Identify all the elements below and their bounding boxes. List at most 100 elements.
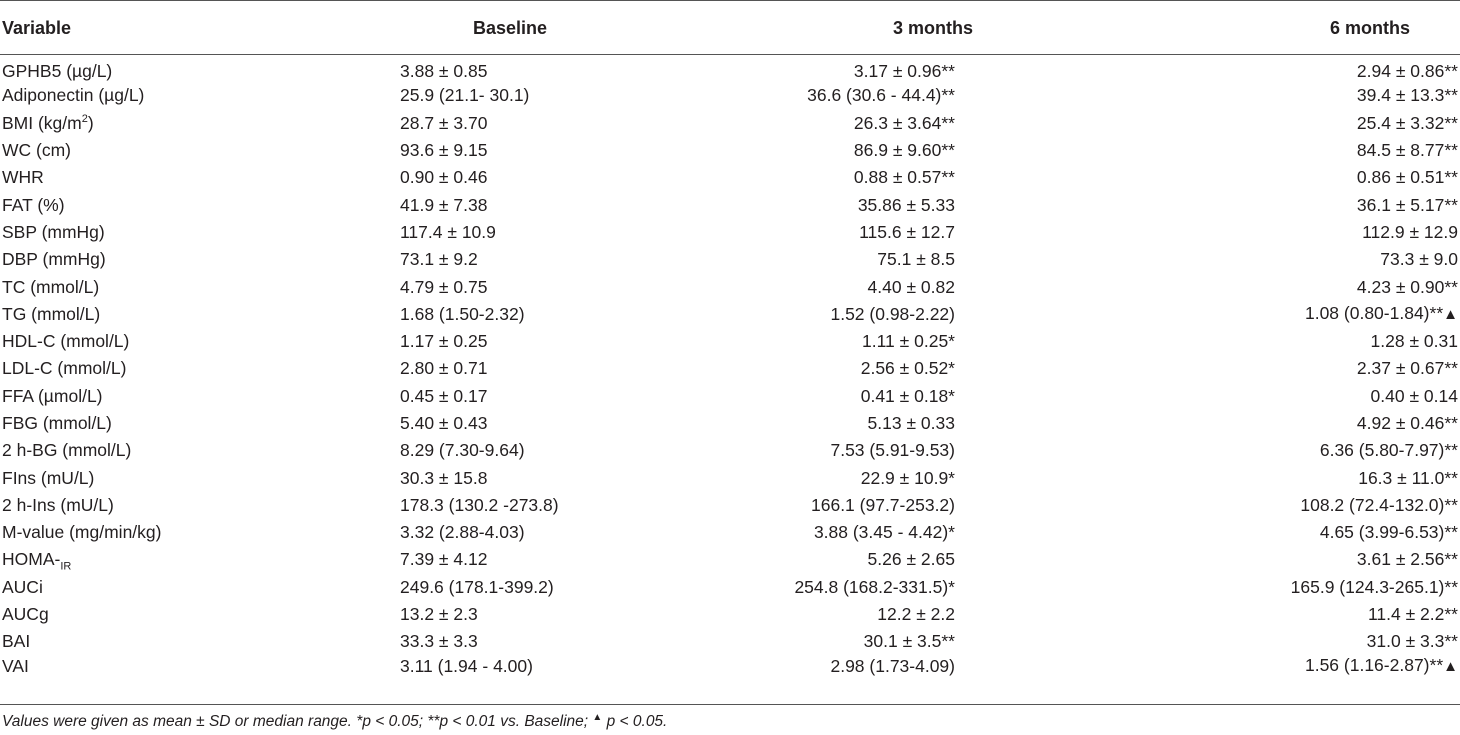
cell-baseline: 1.17 ± 0.25 [400, 331, 488, 352]
cell-baseline: 0.90 ± 0.46 [400, 167, 488, 188]
table-row: FFA (µmol/L) 0.45 ± 0.17 0.41 ± 0.18* 0.40 … [0, 382, 1460, 409]
table-row: M-value (mg/min/kg) 3.32 (2.88-4.03) 3.88 … [0, 519, 1460, 546]
cell-variable: SBP (mmHg) [0, 218, 400, 245]
cell-six-months: 84.5 ± 8.77** [1050, 136, 1460, 163]
cell-three-months: 254.8 (168.2-331.5)* [794, 576, 955, 597]
cell-six-months: 39.4 ± 13.3** [1050, 82, 1460, 109]
cell-baseline: 0.45 ± 0.17 [400, 385, 488, 406]
variable-label: AUCi [2, 576, 43, 597]
table-row: HDL-C (mmol/L) 1.17 ± 0.25 1.11 ± 0.25* 1.2… [0, 327, 1460, 354]
cell-baseline: 3.88 ± 0.85 [400, 61, 488, 82]
cell-six-months: 4.23 ± 0.90** [1050, 273, 1460, 300]
cell-three-months: 4.40 ± 0.82 [867, 276, 955, 297]
results-table: Variable Baseline 3 months 6 months GPHB… [0, 0, 1460, 684]
table-body: GPHB5 (µg/L) 3.88 ± 0.85 3.17 ± 0.96** 2.94… [0, 55, 1460, 684]
table-row: HOMA-IR 7.39 ± 4.12 5.26 ± 2.65 3.61 ± 2.56… [0, 546, 1460, 573]
six-months-value: 39.4 ± 13.3** [1356, 85, 1458, 106]
cell-variable: FAT (%) [0, 191, 400, 218]
six-months-value: 6.36 (5.80-7.97)** [1319, 440, 1458, 461]
cell-three-months: 2.98 (1.73-4.09) [830, 656, 955, 677]
six-months-value: 0.86 ± 0.51** [1356, 167, 1458, 188]
cell-variable: VAI [0, 655, 400, 683]
variable-label: FFA (µmol/L) [2, 385, 103, 406]
cell-three-months: 86.9 ± 9.60** [853, 140, 955, 161]
cell-variable: HDL-C (mmol/L) [0, 327, 400, 354]
cell-baseline: 3.32 (2.88-4.03) [400, 522, 525, 543]
cell-variable: HOMA-IR [0, 546, 400, 573]
cell-baseline: 117.4 ± 10.9 [400, 221, 496, 242]
cell-three-months: 22.9 ± 10.9* [860, 467, 955, 488]
six-months-value: 165.9 (124.3-265.1)** [1290, 576, 1458, 597]
cell-baseline: 25.9 (21.1- 30.1) [400, 85, 530, 106]
six-months-value: 36.1 ± 5.17** [1356, 194, 1458, 215]
six-months-value: 4.92 ± 0.46** [1356, 413, 1458, 433]
cell-baseline: 178.3 (130.2 -273.8) [400, 494, 559, 515]
cell-six-months: 1.28 ± 0.31 [1050, 327, 1460, 354]
table-row: FBG (mmol/L) 5.40 ± 0.43 5.13 ± 0.33 4.92 ±… [0, 409, 1460, 436]
variable-label: TC (mmol/L) [2, 276, 100, 297]
six-months-value: 1.28 ± 0.31 [1370, 331, 1458, 352]
cell-three-months: 5.13 ± 0.33 [867, 413, 955, 433]
six-months-value: 112.9 ± 12.9 [1362, 221, 1458, 242]
variable-label: FBG (mmol/L) [2, 413, 112, 433]
six-months-value: 0.40 ± 0.14 [1370, 385, 1458, 406]
cell-variable: LDL-C (mmol/L) [0, 355, 400, 382]
six-months-value: 84.5 ± 8.77** [1356, 140, 1458, 161]
cell-baseline: 93.6 ± 9.15 [400, 140, 488, 161]
cell-six-months: 6.36 (5.80-7.97)** [1050, 437, 1460, 464]
cell-three-months: 26.3 ± 3.64** [853, 112, 955, 133]
table-row: GPHB5 (µg/L) 3.88 ± 0.85 3.17 ± 0.96** 2.94… [0, 55, 1460, 82]
variable-label: AUCg [2, 604, 49, 625]
cell-variable: GPHB5 (µg/L) [0, 55, 400, 82]
cell-baseline: 13.2 ± 2.3 [400, 604, 478, 625]
cell-variable: Adiponectin (µg/L) [0, 82, 400, 109]
six-months-value: 4.65 (3.99-6.53)** [1319, 522, 1458, 543]
six-months-value: 4.23 ± 0.90** [1356, 276, 1458, 297]
six-months-value: 2.94 ± 0.86** [1356, 61, 1458, 82]
footnote-text-after: p < 0.05. [602, 713, 668, 731]
variable-label: FIns (mU/L) [2, 467, 95, 488]
cell-variable: BAI [0, 628, 400, 655]
header-row: Variable Baseline 3 months 6 months [0, 0, 1460, 55]
variable-superscript: 2 [81, 112, 88, 125]
table-row: FIns (mU/L) 30.3 ± 15.8 22.9 ± 10.9* 16.3 ±… [0, 464, 1460, 491]
table-row: TC (mmol/L) 4.79 ± 0.75 4.40 ± 0.82 4.23 ± … [0, 273, 1460, 300]
cell-six-months: 3.61 ± 2.56** [1050, 546, 1460, 573]
cell-three-months: 1.11 ± 0.25* [862, 331, 955, 352]
table-footnote: Values were given as mean ± SD or median… [2, 712, 667, 731]
header-six-months: 6 months [1050, 0, 1460, 55]
six-months-value: 25.4 ± 3.32** [1356, 112, 1458, 133]
header-baseline: Baseline [400, 0, 625, 55]
table-row: AUCi 249.6 (178.1-399.2) 254.8 (168.2-331.… [0, 573, 1460, 600]
variable-label: LDL-C (mmol/L) [2, 358, 127, 379]
variable-label: WHR [2, 167, 44, 188]
cell-variable: WC (cm) [0, 136, 400, 163]
cell-baseline: 5.40 ± 0.43 [400, 413, 488, 433]
cell-variable: WHR [0, 164, 400, 191]
variable-label: GPHB5 (µg/L) [2, 61, 113, 82]
table-row: WHR 0.90 ± 0.46 0.88 ± 0.57** 0.86 ± 0.51** [0, 164, 1460, 191]
cell-three-months: 30.1 ± 3.5** [863, 631, 955, 652]
footnote-text-before: Values were given as mean ± SD or median… [2, 713, 593, 731]
variable-suffix: ) [87, 112, 94, 133]
cell-baseline: 4.79 ± 0.75 [400, 276, 488, 297]
cell-six-months: 11.4 ± 2.2** [1050, 600, 1460, 627]
cell-three-months: 5.26 ± 2.65 [867, 549, 955, 570]
cell-six-months: 4.92 ± 0.46** [1050, 409, 1460, 436]
cell-six-months: 165.9 (124.3-265.1)** [1050, 573, 1460, 600]
table-header: Variable Baseline 3 months 6 months [0, 0, 1460, 55]
cell-three-months: 35.86 ± 5.33 [857, 194, 955, 215]
cell-variable: DBP (mmHg) [0, 246, 400, 273]
table-row: Adiponectin (µg/L) 25.9 (21.1- 30.1) 36.6 … [0, 82, 1460, 109]
cell-three-months: 0.88 ± 0.57** [853, 167, 955, 188]
cell-three-months: 2.56 ± 0.52* [860, 358, 955, 379]
cell-three-months: 115.6 ± 12.7 [859, 221, 955, 242]
cell-six-months: 108.2 (72.4-132.0)** [1050, 491, 1460, 518]
cell-variable: TC (mmol/L) [0, 273, 400, 300]
cell-six-months: 25.4 ± 3.32** [1050, 109, 1460, 136]
variable-label: BMI (kg/m [2, 112, 82, 133]
cell-baseline: 73.1 ± 9.2 [400, 249, 478, 270]
cell-three-months: 0.41 ± 0.18* [860, 385, 955, 406]
table-row: 2 h-Ins (mU/L) 178.3 (130.2 -273.8) 166.1 … [0, 491, 1460, 518]
